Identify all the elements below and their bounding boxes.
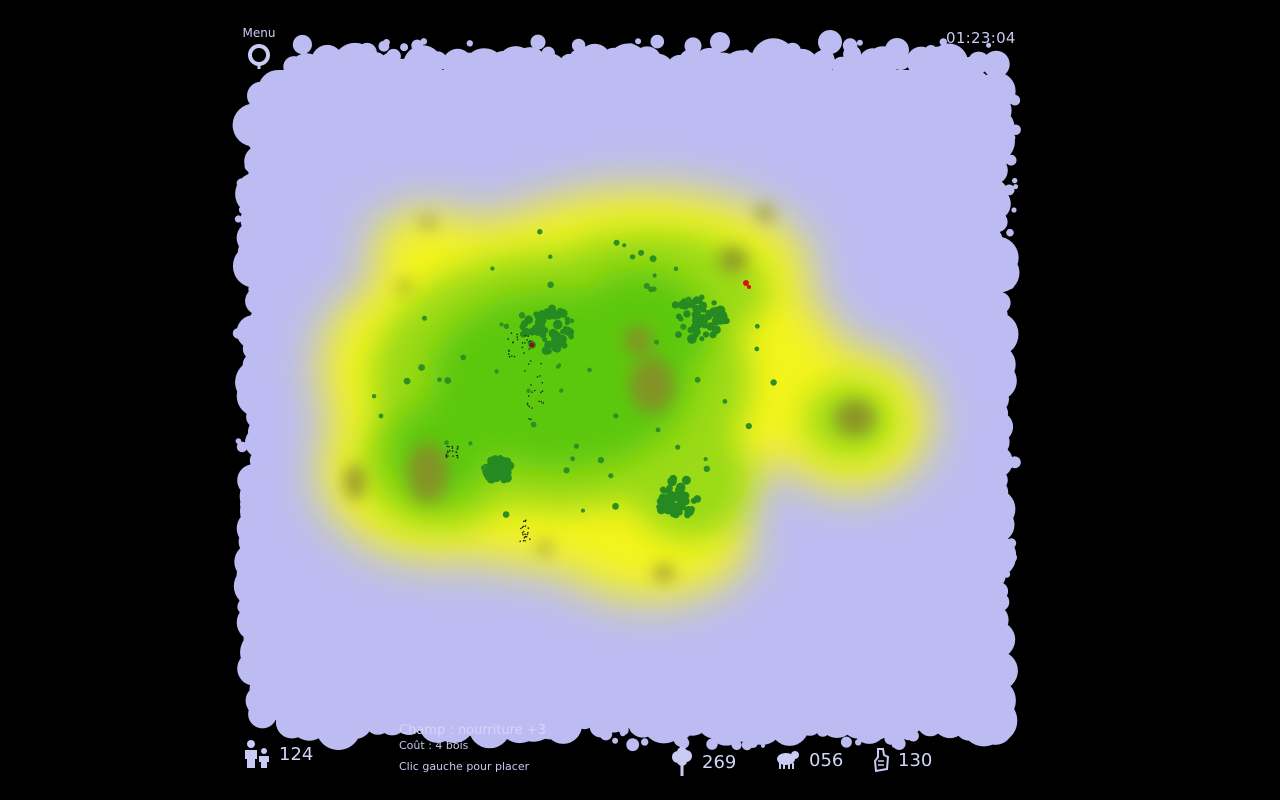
menu-button[interactable]: Menu xyxy=(240,26,278,74)
tree-icon xyxy=(672,747,692,776)
population-counter: 124 xyxy=(243,739,313,769)
sheep-icon xyxy=(777,751,799,769)
build-info-panel: Champ : nourriture +3 Coût : 4 bois Clic… xyxy=(399,722,546,774)
population-icon xyxy=(245,740,269,768)
forest-clusters[interactable] xyxy=(481,294,730,519)
food-counter: 056 xyxy=(775,749,843,771)
build-info-title: Champ : nourriture +3 xyxy=(399,723,547,738)
wood-value: 269 xyxy=(702,751,737,773)
enemy-unit[interactable] xyxy=(743,280,751,289)
food-value: 056 xyxy=(809,749,844,771)
stone-counter: 130 xyxy=(872,747,932,773)
menu-label: Menu xyxy=(242,26,276,40)
selected-unit-marker[interactable] xyxy=(529,342,535,348)
wood-counter: 269 xyxy=(670,747,736,777)
villager-units[interactable] xyxy=(445,332,545,543)
stone-hand-icon xyxy=(873,748,890,773)
stone-value: 130 xyxy=(898,749,933,771)
mud-patches xyxy=(345,205,875,581)
population-value: 124 xyxy=(279,743,314,765)
game-clock: 01:23:04 xyxy=(946,29,1016,47)
build-info-cost: Coût : 4 bois xyxy=(399,739,469,752)
menu-ring-icon xyxy=(248,44,270,69)
scattered-trees[interactable] xyxy=(371,229,777,518)
build-info-hint: Clic gauche pour placer xyxy=(399,760,530,773)
